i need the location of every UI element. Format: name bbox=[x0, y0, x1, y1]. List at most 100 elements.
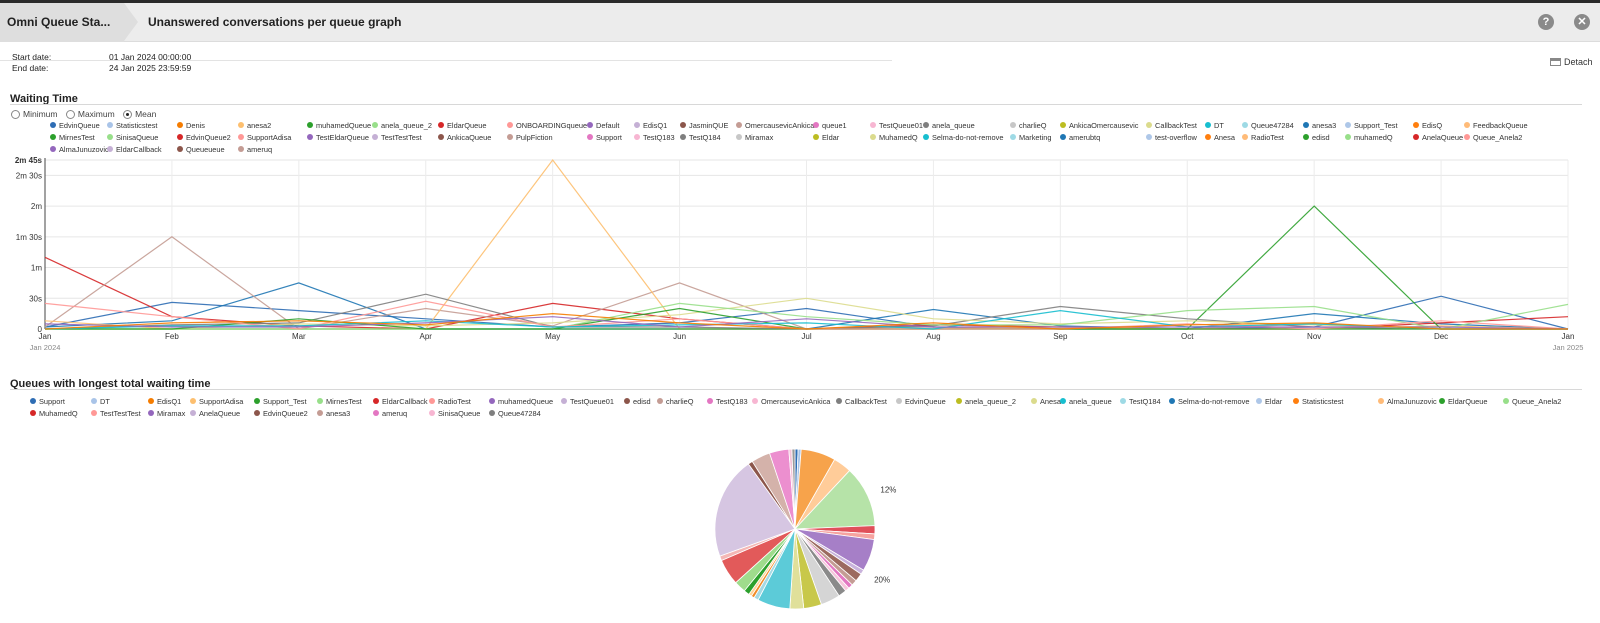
legend-item-anesa3[interactable]: anesa3 bbox=[317, 409, 350, 419]
legend-item-anesa[interactable]: Anesa bbox=[1205, 133, 1235, 143]
radio-maximum[interactable]: Maximum bbox=[65, 109, 115, 119]
legend-item-testeldarqueue[interactable]: TestEldarQueue bbox=[307, 133, 369, 143]
legend-item-support-test[interactable]: Support_Test bbox=[254, 397, 307, 407]
radio-circle-selected[interactable] bbox=[123, 109, 133, 119]
legend-item-selma-do-not-remove[interactable]: Selma-do-not-remove bbox=[923, 133, 1003, 143]
legend-item-supportadisa[interactable]: SupportAdisa bbox=[238, 133, 291, 143]
radio-mean[interactable]: Mean bbox=[123, 109, 156, 119]
legend-item-omercausevicankica[interactable]: OmercausevicAnkica bbox=[736, 121, 814, 131]
legend-item-testq184[interactable]: TestQ184 bbox=[680, 133, 721, 143]
close-icon[interactable]: ✕ bbox=[1574, 14, 1590, 30]
legend-item-queue47284[interactable]: Queue47284 bbox=[1242, 121, 1294, 131]
legend-item-ameruq[interactable]: ameruq bbox=[238, 145, 272, 155]
legend-item-anela-queue[interactable]: anela_queue bbox=[1060, 397, 1112, 407]
legend-item-statisticstest[interactable]: Statisticstest bbox=[107, 121, 157, 131]
legend-item-eldar[interactable]: Eldar bbox=[813, 133, 839, 143]
detach-button[interactable]: Detach bbox=[1550, 57, 1593, 67]
legend-item-muhamedq[interactable]: MuhamedQ bbox=[870, 133, 918, 143]
legend-item-callbacktest[interactable]: CallbackTest bbox=[1146, 121, 1197, 131]
legend-item-muhamedqueue[interactable]: muhamedQueue bbox=[489, 397, 553, 407]
legend-item-queue1[interactable]: queue1 bbox=[813, 121, 847, 131]
legend-item-queue47284[interactable]: Queue47284 bbox=[489, 409, 541, 419]
legend-item-charlieq[interactable]: charlieQ bbox=[1010, 121, 1047, 131]
legend-item-edisd[interactable]: edisd bbox=[624, 397, 651, 407]
legend-item-testq183[interactable]: TestQ183 bbox=[634, 133, 675, 143]
legend-item-charlieq[interactable]: charlieQ bbox=[657, 397, 694, 407]
legend-item-eldarqueue[interactable]: EldarQueue bbox=[1439, 397, 1487, 407]
legend-item-miramax[interactable]: Miramax bbox=[148, 409, 185, 419]
legend-item-dt[interactable]: DT bbox=[1205, 121, 1224, 131]
legend-item-edvinqueue[interactable]: EdvinQueue bbox=[50, 121, 100, 131]
legend-item-jasminque[interactable]: JasminQUE bbox=[680, 121, 728, 131]
legend-swatch bbox=[254, 410, 260, 416]
legend-item-sinisaqueue[interactable]: SinisaQueue bbox=[429, 409, 480, 419]
legend-item-edisq1[interactable]: EdisQ1 bbox=[148, 397, 181, 407]
radio-circle[interactable] bbox=[65, 109, 75, 119]
legend-item-callbacktest[interactable]: CallbackTest bbox=[836, 397, 887, 407]
legend-item-anela-queue-2[interactable]: anela_queue_2 bbox=[956, 397, 1016, 407]
legend-item-marketing[interactable]: Marketing bbox=[1010, 133, 1051, 143]
legend-item-testq184[interactable]: TestQ184 bbox=[1120, 397, 1161, 407]
legend-item-onboardingqueue[interactable]: ONBOARDINGqueue bbox=[507, 121, 587, 131]
legend-item-feedbackqueue[interactable]: FeedbackQueue bbox=[1464, 121, 1528, 131]
legend-item-support[interactable]: Support bbox=[587, 133, 622, 143]
legend-item-eldarcallback[interactable]: EldarCallback bbox=[373, 397, 428, 407]
breadcrumb[interactable]: Omni Queue Sta... bbox=[0, 3, 138, 42]
help-icon[interactable]: ? bbox=[1538, 14, 1554, 30]
legend-item-supportadisa[interactable]: SupportAdisa bbox=[190, 397, 243, 407]
legend-item-anelaqueue[interactable]: AnelaQueue bbox=[1413, 133, 1463, 143]
legend-item-edisq[interactable]: EdisQ bbox=[1413, 121, 1442, 131]
legend-item-support[interactable]: Support bbox=[30, 397, 65, 407]
legend-item-radiotest[interactable]: RadioTest bbox=[429, 397, 471, 407]
legend-item-sinisaqueue[interactable]: SinisaQueue bbox=[107, 133, 158, 143]
legend-item-anelaqueue[interactable]: AnelaQueue bbox=[190, 409, 240, 419]
legend-item-miramax[interactable]: Miramax bbox=[736, 133, 773, 143]
legend-item-mirnestest[interactable]: MirnesTest bbox=[50, 133, 95, 143]
legend-item-muhamedq[interactable]: MuhamedQ bbox=[30, 409, 78, 419]
legend-item-queueueue[interactable]: Queueueue bbox=[177, 145, 225, 155]
legend-item-eldarcallback[interactable]: EldarCallback bbox=[107, 145, 162, 155]
legend-item-edisq1[interactable]: EdisQ1 bbox=[634, 121, 667, 131]
legend-item-testqueue01[interactable]: TestQueue01 bbox=[870, 121, 923, 131]
legend-item-anesa[interactable]: Anesa bbox=[1031, 397, 1061, 407]
legend-item-test-overflow[interactable]: test-overflow bbox=[1146, 133, 1197, 143]
legend-item-denis[interactable]: Denis bbox=[177, 121, 205, 131]
legend-item-ameruq[interactable]: ameruq bbox=[373, 409, 407, 419]
breadcrumb-label[interactable]: Omni Queue Sta... bbox=[7, 15, 111, 29]
legend-item-testq183[interactable]: TestQ183 bbox=[707, 397, 748, 407]
legend-item-edisd[interactable]: edisd bbox=[1303, 133, 1330, 143]
radio-minimum[interactable]: Minimum bbox=[11, 109, 57, 119]
radio-circle[interactable] bbox=[11, 109, 20, 119]
legend-item-eldar[interactable]: Eldar bbox=[1256, 397, 1282, 407]
legend-item-almajunuzovic[interactable]: AlmaJunuzovic bbox=[50, 145, 109, 155]
legend-item-statisticstest[interactable]: Statisticstest bbox=[1293, 397, 1343, 407]
legend-item-testtesttest[interactable]: TestTestTest bbox=[91, 409, 141, 419]
legend-item-anesa3[interactable]: anesa3 bbox=[1303, 121, 1336, 131]
legend-item-pulpfiction[interactable]: PulpFiction bbox=[507, 133, 553, 143]
legend-item-selma-do-not-remove[interactable]: Selma-do-not-remove bbox=[1169, 397, 1249, 407]
legend-item-eldarqueue[interactable]: EldarQueue bbox=[438, 121, 486, 131]
legend-item-anela-queue-2[interactable]: anela_queue_2 bbox=[372, 121, 432, 131]
legend-item-anesa2[interactable]: anesa2 bbox=[238, 121, 271, 131]
legend-item-muhamedq[interactable]: muhamedQ bbox=[1345, 133, 1393, 143]
legend-item-queue-anela2[interactable]: Queue_Anela2 bbox=[1503, 397, 1561, 407]
legend-item-omercausevicankica[interactable]: OmercausevicAnkica bbox=[752, 397, 830, 407]
legend-item-mirnestest[interactable]: MirnesTest bbox=[317, 397, 362, 407]
legend-item-testqueue01[interactable]: TestQueue01 bbox=[561, 397, 614, 407]
legend-item-queue-anela2[interactable]: Queue_Anela2 bbox=[1464, 133, 1522, 143]
legend-item-support-test[interactable]: Support_Test bbox=[1345, 121, 1398, 131]
legend-item-amerubtq[interactable]: amerubtq bbox=[1060, 133, 1100, 143]
legend-item-edvinqueue2[interactable]: EdvinQueue2 bbox=[254, 409, 308, 419]
legend-item-radiotest[interactable]: RadioTest bbox=[1242, 133, 1284, 143]
legend-item-anela-queue[interactable]: anela_queue bbox=[923, 121, 975, 131]
legend-item-almajunuzovic[interactable]: AlmaJunuzovic bbox=[1378, 397, 1437, 407]
legend-item-testtesttest[interactable]: TestTestTest bbox=[372, 133, 422, 143]
legend-item-ankicaqueue[interactable]: AnkicaQueue bbox=[438, 133, 491, 143]
legend-item-edvinqueue[interactable]: EdvinQueue bbox=[896, 397, 946, 407]
legend-item-edvinqueue2[interactable]: EdvinQueue2 bbox=[177, 133, 231, 143]
legend-item-default[interactable]: Default bbox=[587, 121, 619, 131]
legend-item-dt[interactable]: DT bbox=[91, 397, 110, 407]
legend-item-ankicaomercausevic[interactable]: AnkicaOmercausevic bbox=[1060, 121, 1138, 131]
legend-item-muhamedqueue[interactable]: muhamedQueue bbox=[307, 121, 371, 131]
legend-label: EldarQueue bbox=[1448, 397, 1488, 406]
